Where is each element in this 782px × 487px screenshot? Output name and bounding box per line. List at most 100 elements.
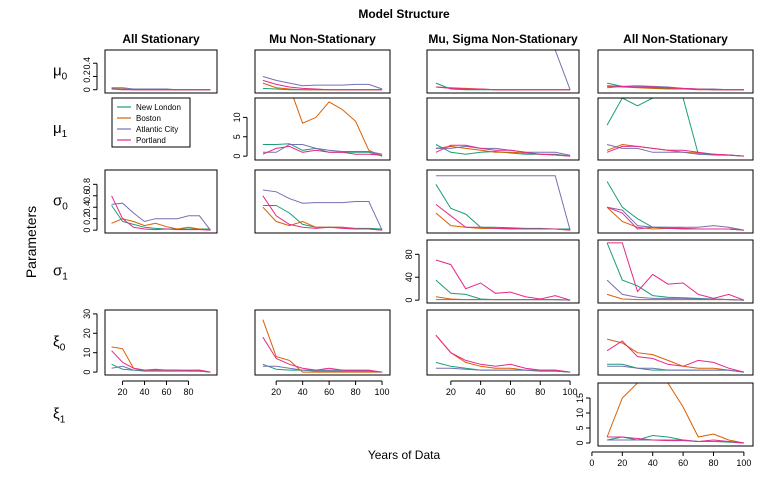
y-axis-label: Parameters (23, 206, 39, 278)
column-title: Mu, Sigma Non-Stationary (428, 32, 578, 46)
y-tick-label: 40 (404, 272, 414, 282)
row-labels: μ0 μ1 σ0 σ1 ξ0 ξ1 (53, 63, 68, 426)
y-tick-label: 5 (232, 134, 242, 139)
x-tick-label: 40 (476, 387, 486, 397)
panel: 0 0.20.4 (82, 49, 218, 94)
series-line (607, 439, 744, 444)
series-line (435, 50, 571, 90)
series-line (262, 319, 383, 373)
row-label: μ1 (53, 120, 68, 140)
x-axis: 20 40 60 80 100 (446, 380, 578, 397)
y-axis: 0 0.20.40.60.8 (82, 178, 98, 233)
y-tick-label: 0.2 (82, 70, 92, 83)
series-line (262, 145, 383, 156)
series-line (607, 436, 744, 444)
series-line (606, 279, 744, 301)
x-tick-label: 60 (324, 387, 334, 397)
chart-title: Model Structure (358, 7, 450, 21)
legend: New London Boston Atlantic City Portland (111, 97, 191, 148)
panel (426, 309, 580, 376)
panel (426, 97, 580, 161)
panel-frame (426, 49, 580, 94)
x-tick-label: 40 (140, 387, 150, 397)
series-line (606, 98, 744, 157)
panel-frame (426, 97, 580, 161)
panel (426, 49, 580, 94)
series-line (111, 218, 211, 231)
panel-frame (254, 49, 391, 94)
x-tick-label: 0 (589, 458, 594, 468)
series-line (262, 365, 383, 373)
series-line (435, 184, 571, 230)
row-label: ξ1 (53, 406, 66, 426)
panel-frame (597, 169, 754, 234)
panel (597, 49, 754, 94)
column-title: All Non-Stationary (623, 32, 728, 46)
x-tick-label: 100 (375, 387, 390, 397)
series-line (607, 206, 744, 231)
series-line (607, 85, 744, 91)
panels: 00.20.4051000.20.40.60.80408001020300510… (82, 49, 754, 468)
y-tick-label: 0 (82, 370, 92, 375)
series-line (606, 206, 744, 231)
panel (254, 309, 391, 376)
y-tick-label: 0.4 (82, 201, 92, 214)
y-tick-label: 20 (82, 328, 92, 338)
panel-frame (597, 49, 754, 94)
y-axis: 0 10 20 30 (82, 309, 98, 375)
panel-frame (426, 169, 580, 234)
series-line (435, 145, 571, 156)
series-line (435, 175, 571, 231)
panel (597, 239, 754, 304)
series-line (435, 367, 571, 373)
y-axis: 0 40 80 (404, 249, 420, 303)
row-label: ξ0 (53, 334, 66, 354)
series-line (262, 195, 383, 231)
legend-entry: New London (136, 103, 181, 112)
panel (597, 309, 754, 376)
y-tick-label: 10 (575, 408, 585, 418)
series-line (606, 181, 744, 231)
row-label: σ1 (53, 263, 68, 283)
series-line (606, 383, 744, 444)
panel (254, 169, 391, 234)
legend-box (111, 97, 191, 148)
x-tick-label: 60 (678, 458, 688, 468)
x-axis: 20 40 60 80 100 (271, 380, 390, 397)
panel: 0 10 20 30 (82, 309, 218, 376)
x-tick-label: 80 (183, 387, 193, 397)
series-line (262, 205, 383, 230)
panel (597, 97, 754, 161)
series-line (435, 144, 571, 157)
x-tick-label: 80 (351, 387, 361, 397)
x-tick-label: 20 (617, 458, 627, 468)
y-tick-label: 5 (575, 425, 585, 430)
series-line (606, 338, 744, 373)
series-line (262, 189, 383, 231)
x-axis: 20 40 60 80 (118, 380, 193, 397)
series-line (435, 299, 571, 301)
x-tick-label: 100 (736, 458, 751, 468)
row-label: σ0 (53, 193, 68, 213)
y-tick-label: 0 (575, 440, 585, 445)
x-tick-label: 20 (446, 387, 456, 397)
row-label: μ0 (53, 63, 68, 83)
series-line (435, 334, 571, 373)
series-line (111, 88, 211, 91)
series-line (606, 242, 744, 301)
series-line (607, 365, 744, 373)
y-tick-label: 10 (82, 348, 92, 358)
x-tick-label: 80 (535, 387, 545, 397)
series-line (111, 202, 211, 231)
column-title: All Stationary (122, 32, 200, 46)
series-line (606, 340, 745, 373)
column-titles: All Stationary Mu Non-Stationary Mu, Sigma… (122, 32, 728, 46)
legend-entry: Boston (136, 114, 161, 123)
series-line (435, 259, 571, 301)
column-title: Mu Non-Stationary (269, 32, 376, 46)
y-axis: 0 5 10 15 (575, 393, 591, 446)
legend-entry: Atlantic City (136, 125, 178, 134)
panel-frame (254, 309, 391, 376)
series-line (262, 144, 383, 155)
series-line (606, 145, 744, 157)
